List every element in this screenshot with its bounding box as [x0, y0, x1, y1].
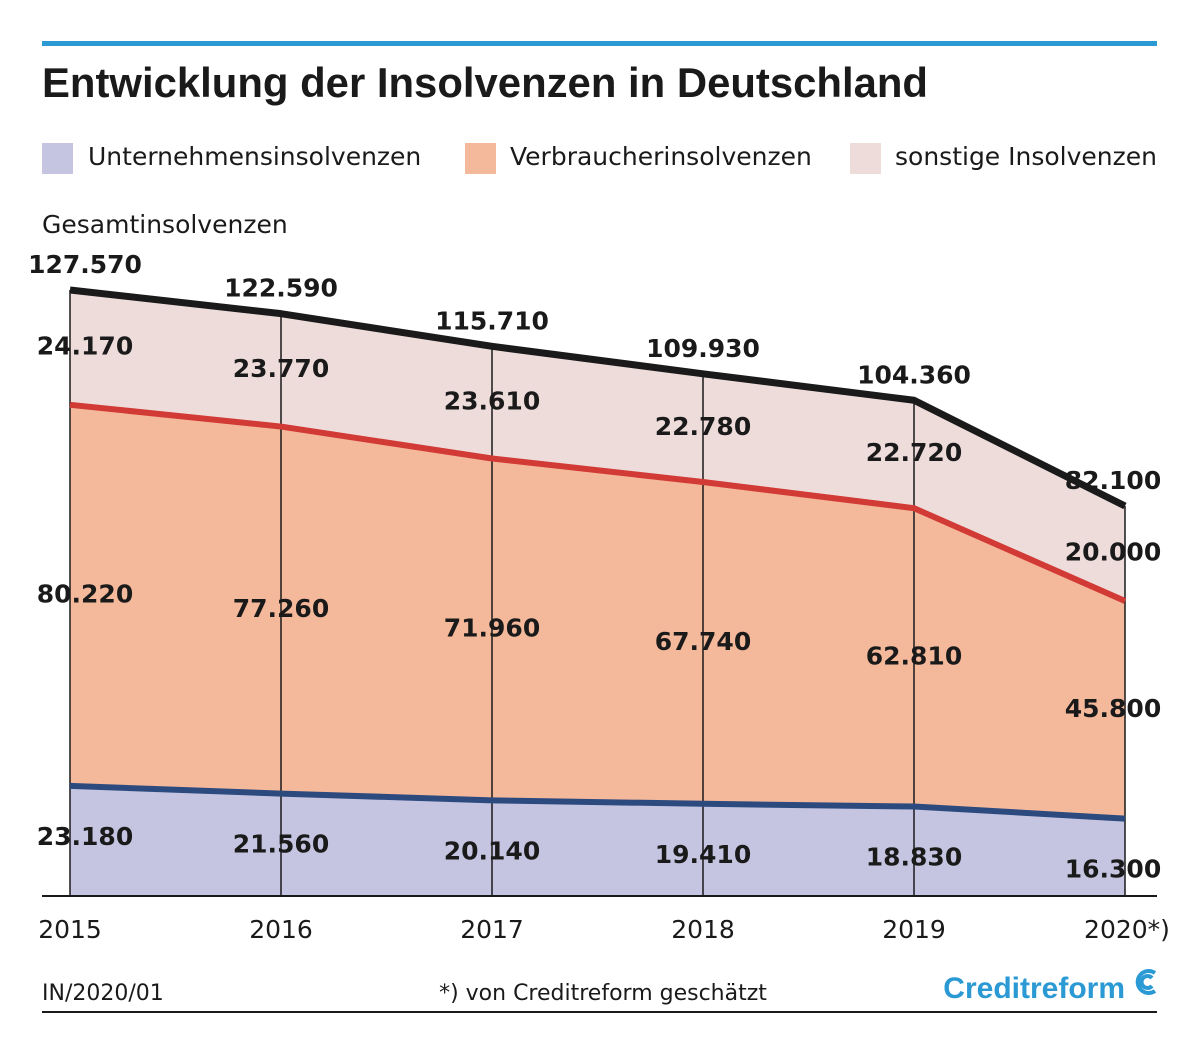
top-rule — [42, 41, 1157, 46]
total-line — [69, 286, 1127, 510]
x-tick-label: 2017 — [460, 915, 524, 944]
value-label: 23.180 — [37, 822, 133, 851]
x-tick-label: 2016 — [249, 915, 313, 944]
area — [70, 290, 1125, 602]
x-tick-label: 2015 — [38, 915, 102, 944]
logo-icon — [1135, 969, 1157, 995]
legend-swatch — [42, 143, 73, 174]
source: IN/2020/01 — [42, 981, 164, 1006]
total-value-label: 82.100 — [1065, 466, 1161, 495]
x-tick-label: 2020*) — [1084, 915, 1170, 944]
value-label: 21.560 — [233, 830, 329, 859]
value-label: 62.810 — [866, 641, 962, 670]
value-label: 23.610 — [444, 386, 540, 415]
value-label: 20.140 — [444, 836, 540, 865]
value-label: 18.830 — [866, 843, 962, 872]
total-value-label: 127.570 — [28, 250, 142, 279]
total-value-label: 122.590 — [224, 274, 338, 303]
logo: Creditreform — [943, 972, 1125, 1005]
area — [70, 785, 1125, 896]
value-label: 19.410 — [655, 840, 751, 869]
total-value-label: 109.930 — [646, 334, 760, 363]
series-line — [69, 401, 1127, 604]
value-label: 71.960 — [444, 613, 540, 642]
legend-swatch — [850, 143, 881, 174]
legend-label: Unternehmensinsolvenzen — [88, 142, 421, 171]
value-label: 22.780 — [655, 412, 751, 441]
value-label: 16.300 — [1065, 855, 1161, 884]
value-label: 80.220 — [37, 579, 133, 608]
total-value-label: 115.710 — [435, 306, 549, 335]
note: *) von Creditreform geschätzt — [439, 981, 767, 1006]
value-label: 20.000 — [1065, 538, 1161, 567]
total-label: Gesamtinsolvenzen — [42, 210, 288, 239]
area — [70, 404, 1125, 819]
value-label: 67.740 — [655, 627, 751, 656]
value-label: 23.770 — [233, 354, 329, 383]
value-label: 77.260 — [233, 594, 329, 623]
legend-swatch — [465, 143, 496, 174]
value-label: 24.170 — [37, 331, 133, 360]
legend-label: sonstige Insolvenzen — [895, 142, 1157, 171]
chart-title: Entwicklung der Insolvenzen in Deutschla… — [42, 59, 928, 106]
legend-label: Verbraucherinsolvenzen — [510, 142, 812, 171]
value-label: 22.720 — [866, 438, 962, 467]
series-line — [69, 782, 1126, 822]
total-value-label: 104.360 — [857, 360, 971, 389]
x-tick-label: 2018 — [671, 915, 735, 944]
value-label: 45.800 — [1065, 694, 1161, 723]
x-tick-label: 2019 — [882, 915, 946, 944]
